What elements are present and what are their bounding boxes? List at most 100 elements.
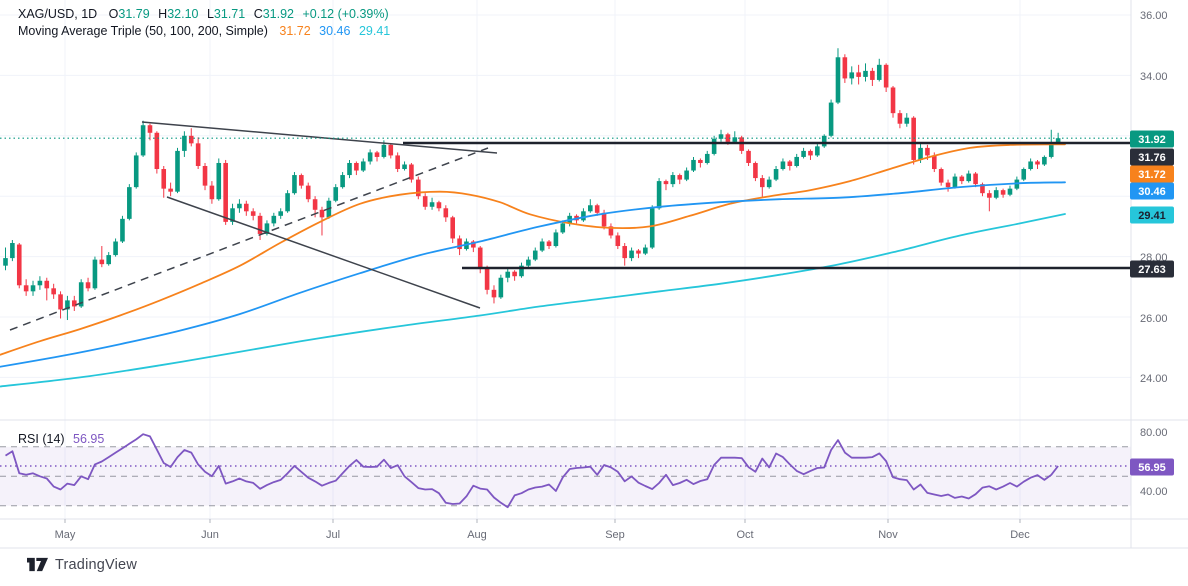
ma-indicator-legend[interactable]: Moving Average Triple (50, 100, 200, Sim…	[18, 23, 390, 40]
time-axis-strip[interactable]	[0, 519, 1188, 548]
sma-200-line	[0, 213, 1066, 388]
candle-body	[416, 179, 421, 197]
price-badge-label: 30.46	[1138, 186, 1166, 198]
candle-body	[216, 162, 222, 200]
rsi-line	[5, 433, 1059, 509]
candle-body	[691, 159, 696, 171]
candle-body	[1055, 138, 1061, 143]
time-axis-label[interactable]: Sep	[605, 529, 625, 541]
candle-body	[354, 162, 359, 171]
candle-body	[649, 208, 655, 248]
candle-body	[51, 288, 56, 295]
candle-body	[23, 285, 29, 292]
candle-body	[305, 185, 311, 200]
candle-body	[285, 193, 290, 212]
tradingview-logo[interactable]: TradingView	[27, 556, 137, 573]
candle-body	[65, 300, 70, 310]
rsi-indicator-legend[interactable]: RSI (14) 56.95	[18, 431, 104, 448]
symbol-title[interactable]: XAG/USD, 1D	[18, 7, 98, 21]
candle-body	[980, 184, 985, 194]
candle-body	[656, 181, 662, 209]
candle-body	[188, 135, 194, 144]
time-axis-label[interactable]: Jun	[201, 529, 219, 541]
candle-body	[505, 271, 511, 278]
candle-body	[704, 153, 710, 163]
candle-body	[333, 187, 339, 201]
candle-body	[395, 155, 400, 170]
time-axis-label[interactable]: Aug	[467, 529, 487, 541]
candle-body	[856, 72, 861, 77]
candle-body	[842, 57, 848, 79]
candle-body	[787, 161, 793, 166]
price-axis-label[interactable]: 36.00	[1140, 10, 1168, 22]
rsi-axis-label[interactable]: 80.00	[1140, 427, 1168, 439]
candle-body	[938, 169, 944, 183]
candle-body	[883, 64, 889, 88]
candle-body	[154, 132, 160, 170]
candle-body	[271, 215, 277, 224]
candle-body	[870, 70, 875, 80]
candle-body	[780, 161, 786, 170]
time-axis-label[interactable]: Jul	[326, 529, 340, 541]
candle-body	[498, 277, 504, 298]
candle-body	[911, 117, 916, 160]
price-badge-label: 31.92	[1138, 134, 1166, 146]
time-axis-label[interactable]: Oct	[736, 529, 753, 541]
lower-trendline[interactable]	[166, 196, 481, 309]
candle-body	[202, 166, 208, 186]
candle-body	[945, 182, 951, 188]
candle-body	[457, 238, 462, 250]
candle-body	[581, 211, 586, 221]
candle-body	[278, 211, 283, 216]
rsi-params: (14)	[42, 432, 65, 446]
candle-body	[471, 241, 476, 248]
ma-indicator-title[interactable]: Moving Average Triple (50, 100, 200, Sim…	[18, 24, 268, 38]
candle-body	[594, 205, 600, 213]
rsi-title[interactable]: RSI	[18, 432, 39, 446]
candle-body	[663, 181, 669, 185]
candle-body	[677, 175, 683, 180]
candle-body	[72, 300, 77, 307]
time-axis-label[interactable]: Nov	[878, 529, 898, 541]
candle-body	[684, 170, 689, 180]
price-axis-label[interactable]: 24.00	[1140, 373, 1168, 385]
candle-body	[643, 247, 648, 254]
candle-body	[147, 125, 153, 133]
candle-body	[340, 175, 345, 188]
candle-body	[636, 250, 641, 254]
candle-body	[99, 259, 105, 265]
price-badge-label: 27.63	[1138, 264, 1166, 276]
candle-body	[250, 211, 256, 216]
candle-body	[58, 294, 63, 310]
ascending-dashed-trendline[interactable]	[9, 147, 489, 331]
rsi-axis-label[interactable]: 40.00	[1140, 486, 1168, 498]
ma200-value: 29.41	[358, 24, 391, 38]
upper-trendline[interactable]	[141, 121, 498, 154]
candle-body	[588, 205, 593, 212]
candle-body	[993, 190, 999, 198]
candle-body	[760, 178, 765, 188]
candle-body	[484, 268, 490, 290]
symbol-legend[interactable]: XAG/USD, 1D O31.79 H32.10 L31.71 C31.92 …	[18, 6, 389, 23]
price-axis-label[interactable]: 26.00	[1140, 313, 1168, 325]
time-axis-label[interactable]: May	[55, 529, 76, 541]
candle-body	[925, 147, 930, 156]
candle-body	[773, 169, 779, 180]
candle-body	[835, 57, 841, 103]
close-label: C	[253, 7, 263, 21]
candle-body	[30, 285, 36, 292]
price-badge-label: 31.72	[1138, 169, 1166, 181]
price-badge-label: 29.41	[1138, 210, 1166, 222]
candle-body	[718, 134, 724, 139]
candle-body	[1035, 161, 1040, 165]
price-badge-27.63	[1130, 260, 1174, 278]
time-axis-label[interactable]: Dec	[1010, 529, 1030, 541]
rsi-value: 56.95	[73, 432, 105, 446]
candle-body	[1048, 143, 1054, 157]
price-axis-label[interactable]: 34.00	[1140, 71, 1168, 83]
candle-body	[381, 144, 387, 157]
candle-body	[1042, 156, 1047, 165]
